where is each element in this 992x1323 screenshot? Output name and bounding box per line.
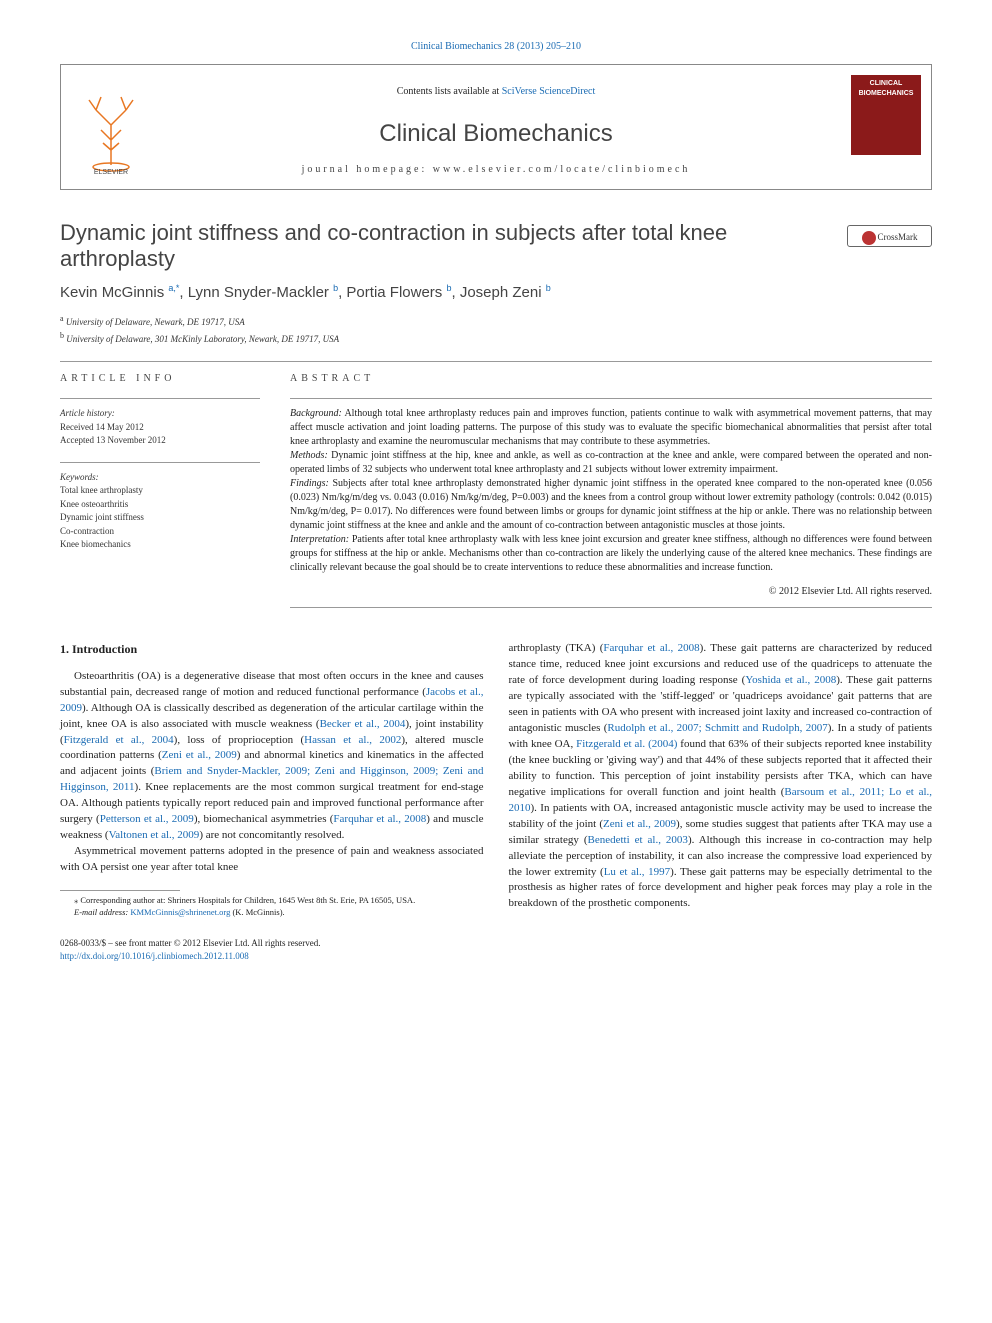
- article-info-label: ARTICLE INFO: [60, 372, 260, 386]
- keywords: Keywords: Total knee arthroplasty Knee o…: [60, 471, 260, 552]
- citation-link[interactable]: Fitzgerald et al. (2004): [576, 738, 677, 750]
- crossmark-badge[interactable]: CrossMark: [847, 225, 932, 247]
- abstract-label: ABSTRACT: [290, 372, 932, 386]
- abstract-copyright: © 2012 Elsevier Ltd. All rights reserved…: [290, 585, 932, 599]
- right-column: arthroplasty (TKA) (Farquhar et al., 200…: [509, 641, 933, 962]
- citation-link[interactable]: Lu et al., 1997: [604, 866, 670, 878]
- info-abstract-row: ARTICLE INFO Article history: Received 1…: [60, 372, 932, 616]
- journal-citation: Clinical Biomechanics 28 (2013) 205–210: [60, 40, 932, 54]
- citation-link[interactable]: Becker et al., 2004: [320, 718, 406, 730]
- svg-text:ELSEVIER: ELSEVIER: [94, 169, 128, 175]
- journal-homepage: journal homepage: www.elsevier.com/locat…: [81, 163, 911, 177]
- abstract-column: ABSTRACT Background: Although total knee…: [290, 372, 932, 616]
- copyright-footer: 0268-0033/$ – see front matter © 2012 El…: [60, 937, 484, 963]
- abstract-text: Background: Although total knee arthropl…: [290, 407, 932, 575]
- citation-link[interactable]: Rudolph et al., 2007; Schmitt and Rudolp…: [607, 722, 827, 734]
- journal-cover-icon: CLINICAL BIOMECHANICS: [851, 75, 921, 155]
- article-title: Dynamic joint stiffness and co-contracti…: [60, 220, 932, 273]
- article-history: Article history: Received 14 May 2012 Ac…: [60, 407, 260, 448]
- doi-link[interactable]: http://dx.doi.org/10.1016/j.clinbiomech.…: [60, 951, 249, 961]
- email-footnote: E-mail address: KMMcGinnis@shrinenet.org…: [60, 907, 484, 919]
- email-link[interactable]: KMMcGinnis@shrinenet.org: [130, 907, 230, 917]
- contents-line: Contents lists available at SciVerse Sci…: [81, 85, 911, 99]
- elsevier-logo: ELSEVIER: [71, 75, 151, 175]
- authors: Kevin McGinnis a,*, Lynn Snyder-Mackler …: [60, 282, 932, 303]
- journal-name: Clinical Biomechanics: [81, 117, 911, 151]
- citation-link[interactable]: Fitzgerald et al., 2004: [64, 734, 174, 746]
- citation-link[interactable]: Zeni et al., 2009: [162, 749, 237, 761]
- corresponding-author-footnote: ⁎ Corresponding author at: Shriners Hosp…: [60, 895, 484, 907]
- journal-header: ELSEVIER CLINICAL BIOMECHANICS Contents …: [60, 64, 932, 190]
- left-column: 1. Introduction Osteoarthritis (OA) is a…: [60, 641, 484, 962]
- citation-link[interactable]: Benedetti et al., 2003: [587, 834, 687, 846]
- section-heading: 1. Introduction: [60, 641, 484, 658]
- citation-link[interactable]: Yoshida et al., 2008: [745, 674, 836, 686]
- citation-link[interactable]: Farquhar et al., 2008: [603, 642, 699, 654]
- body-paragraph: arthroplasty (TKA) (Farquhar et al., 200…: [509, 641, 933, 912]
- sciencedirect-link[interactable]: SciVerse ScienceDirect: [502, 86, 596, 97]
- body-columns: 1. Introduction Osteoarthritis (OA) is a…: [60, 641, 932, 962]
- citation-link[interactable]: Valtonen et al., 2009: [109, 829, 200, 841]
- citation-link[interactable]: Hassan et al., 2002: [304, 734, 401, 746]
- affiliations: a University of Delaware, Newark, DE 197…: [60, 313, 932, 346]
- body-paragraph: Osteoarthritis (OA) is a degenerative di…: [60, 669, 484, 844]
- body-paragraph: Asymmetrical movement patterns adopted i…: [60, 844, 484, 876]
- citation-link[interactable]: Petterson et al., 2009: [100, 813, 194, 825]
- citation-link[interactable]: Zeni et al., 2009: [603, 818, 676, 830]
- citation-link[interactable]: Farquhar et al., 2008: [333, 813, 426, 825]
- article-info-column: ARTICLE INFO Article history: Received 1…: [60, 372, 260, 616]
